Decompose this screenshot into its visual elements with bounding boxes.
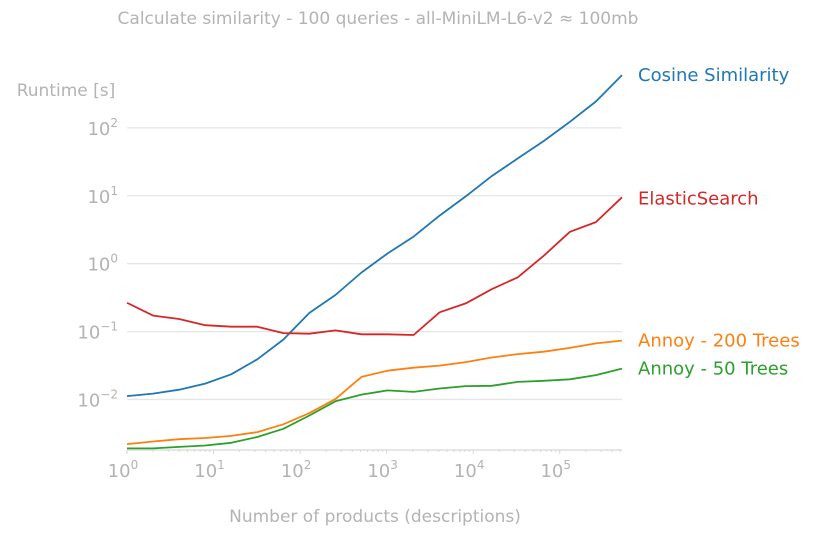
- series-line: [127, 367, 623, 450]
- x-tick-base: 10: [540, 461, 563, 482]
- series-labels: Cosine Similarity ElasticSearch Annoy - 20…: [638, 65, 800, 380]
- series-label: Cosine Similarity: [638, 65, 790, 86]
- y-tick-base: 10: [77, 390, 100, 411]
- series-lines: [126, 74, 623, 450]
- series-label: Annoy - 200 Trees: [638, 331, 800, 352]
- y-tick-base: 10: [87, 255, 110, 276]
- x-tick-exponent: 1: [217, 458, 225, 472]
- x-tick-base: 10: [194, 461, 217, 482]
- x-tick-label: 101: [194, 458, 225, 482]
- x-axis: 100 101 102 103 104 105: [108, 450, 621, 482]
- x-tick-exponent: 3: [390, 458, 398, 472]
- y-tick-label: 100: [87, 252, 118, 276]
- x-tick-exponent: 4: [477, 458, 485, 472]
- series-line: [126, 74, 623, 397]
- y-tick-exponent: 0: [110, 252, 118, 266]
- y-tick-label: 101: [87, 184, 118, 208]
- y-tick-base: 10: [87, 187, 110, 208]
- x-tick-exponent: 5: [563, 458, 571, 472]
- x-tick-exponent: 0: [131, 458, 139, 472]
- series-line: [126, 339, 623, 445]
- y-tick-exponent: −1: [100, 320, 118, 334]
- x-tick-label: 100: [108, 458, 139, 482]
- series-line: [126, 196, 623, 336]
- y-tick-base: 10: [87, 119, 110, 140]
- x-tick-base: 10: [281, 461, 304, 482]
- x-tick-label: 102: [281, 458, 312, 482]
- x-tick-label: 105: [540, 458, 571, 482]
- y-tick-exponent: 2: [110, 116, 118, 130]
- x-tick-label: 104: [454, 458, 485, 482]
- x-tick-base: 10: [454, 461, 477, 482]
- y-axis-label: Runtime [s]: [17, 81, 116, 101]
- x-tick-exponent: 2: [304, 458, 312, 472]
- x-tick-label: 103: [367, 458, 398, 482]
- y-tick-exponent: 1: [110, 184, 118, 198]
- series-label: Annoy - 50 Trees: [638, 359, 788, 380]
- series-label: ElasticSearch: [638, 188, 759, 209]
- chart-title: Calculate similarity - 100 queries - all…: [118, 9, 639, 29]
- x-tick-base: 10: [367, 461, 390, 482]
- x-tick-base: 10: [108, 461, 131, 482]
- x-axis-label: Number of products (descriptions): [229, 507, 521, 527]
- y-tick-label: 102: [87, 116, 118, 140]
- y-tick-base: 10: [77, 323, 100, 344]
- y-tick-exponent: −2: [100, 387, 118, 401]
- y-tick-label: 10−2: [77, 387, 118, 411]
- y-tick-label: 10−1: [77, 320, 118, 344]
